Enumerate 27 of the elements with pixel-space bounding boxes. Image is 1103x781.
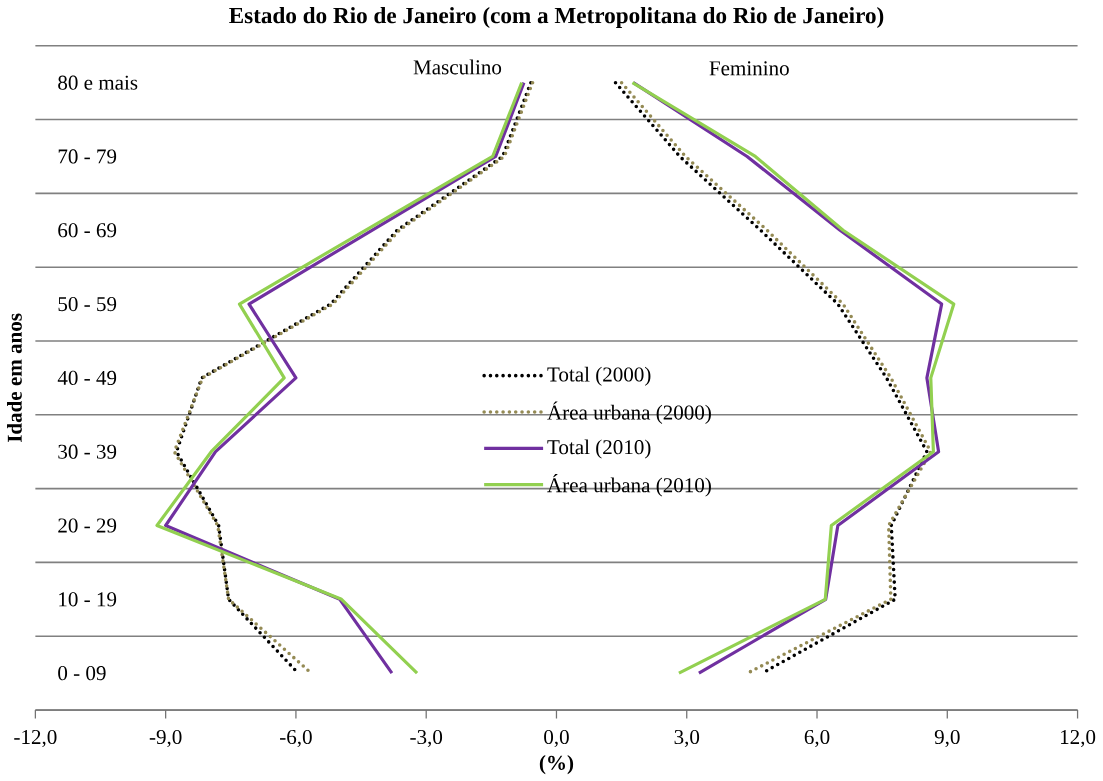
y-tick-label: 50 - 59: [58, 296, 117, 312]
y-tick-label: 10 - 19: [59, 592, 117, 607]
x-axis-title: (%): [539, 754, 574, 775]
x-tick-label: 9,0: [934, 729, 960, 748]
y-tick-label: 30 - 39: [58, 444, 117, 459]
legend-label: Total (2010): [547, 439, 651, 459]
y-tick-label: 60 - 69: [58, 223, 117, 238]
annotation: Feminino: [709, 61, 789, 76]
x-tick-label: 0,0: [544, 729, 569, 748]
y-tick-label: 80 e mais: [58, 75, 138, 90]
x-tick-label: 3,0: [674, 729, 700, 748]
legend-label: Área urbana (2000): [547, 401, 711, 424]
legend-label: Total (2000): [547, 366, 651, 386]
x-tick-label: 6,0: [804, 729, 830, 748]
y-tick-label: 0 - 09: [58, 665, 106, 681]
y-axis-title: Idade em anos: [7, 313, 22, 443]
x-tick-label: -9,0: [149, 729, 182, 748]
y-tick-label: 70 - 79: [58, 149, 117, 164]
chart-title: Estado do Rio de Janeiro (com a Metropolitana do Rio de Janeiro): [229, 6, 884, 28]
legend-label: Área urbana (2010): [547, 473, 711, 497]
x-tick-label: -3,0: [410, 729, 443, 748]
x-tick-label: -6,0: [280, 729, 312, 748]
x-tick-label: -12,0: [14, 729, 57, 748]
y-tick-label: 40 - 49: [57, 370, 117, 385]
annotation: Masculino: [413, 59, 502, 75]
x-tick-label: 12,0: [1060, 729, 1096, 748]
y-tick-label: 20 - 29: [58, 518, 117, 533]
